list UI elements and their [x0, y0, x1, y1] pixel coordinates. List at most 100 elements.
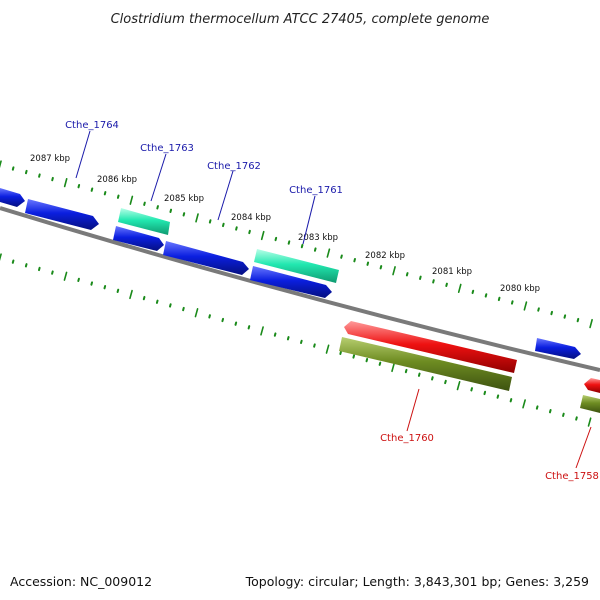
callout-line	[575, 426, 592, 469]
minor-tick	[313, 247, 317, 252]
major-tick	[391, 362, 395, 373]
minor-tick	[445, 282, 448, 287]
minor-tick	[378, 361, 382, 366]
minor-tick	[432, 279, 435, 284]
minor-tick	[352, 354, 356, 359]
gene-arrow-blue[interactable]	[535, 338, 581, 359]
minor-tick	[248, 229, 251, 235]
major-tick	[523, 301, 528, 311]
minor-tick	[77, 183, 81, 189]
minor-tick	[313, 343, 316, 348]
minor-tick	[273, 332, 277, 337]
gene-arrow-red[interactable]	[344, 321, 517, 373]
major-tick	[392, 266, 396, 276]
gene-label-cthe-1760[interactable]: Cthe_1760	[380, 433, 434, 444]
major-tick	[260, 326, 264, 336]
minor-tick	[563, 314, 567, 319]
callout-line	[406, 388, 420, 432]
minor-tick	[509, 398, 513, 403]
major-tick	[129, 289, 133, 300]
minor-tick	[339, 350, 342, 355]
minor-tick	[169, 208, 173, 213]
minor-tick	[340, 254, 343, 259]
minor-tick	[419, 275, 422, 280]
gene-label-cthe-1763[interactable]: Cthe_1763	[140, 143, 194, 154]
gene-arrow-blue[interactable]	[113, 226, 164, 251]
minor-tick	[103, 285, 107, 290]
minor-tick	[366, 261, 370, 266]
major-tick	[589, 318, 593, 329]
gene-arrow-blue[interactable]	[0, 188, 25, 207]
genome-summary-text: Topology: circular; Length: 3,843,301 bp…	[245, 574, 589, 589]
gene-label-cthe-1758[interactable]: Cthe_1758	[545, 471, 599, 482]
minor-tick	[287, 240, 291, 245]
scale-label-2084: 2084 kbp	[231, 213, 271, 223]
major-tick	[326, 248, 331, 258]
major-tick	[63, 177, 68, 188]
minor-tick	[116, 194, 120, 199]
minor-tick	[247, 325, 251, 330]
major-tick	[194, 308, 199, 318]
gene-label-cthe-1761[interactable]: Cthe_1761	[289, 185, 343, 196]
minor-tick	[77, 277, 80, 283]
major-tick	[457, 283, 462, 294]
major-tick	[587, 417, 592, 427]
minor-tick	[300, 339, 303, 345]
major-tick	[0, 253, 2, 261]
gene-label-cthe-1764[interactable]: Cthe_1764	[65, 120, 119, 131]
minor-tick	[484, 293, 488, 298]
callout-line	[302, 195, 316, 245]
gene-arrow-olive[interactable]	[580, 395, 600, 413]
major-tick	[260, 230, 265, 241]
scale-label-2086: 2086 kbp	[97, 175, 137, 185]
major-tick	[195, 213, 199, 223]
gene-arrow-blue[interactable]	[250, 266, 332, 298]
callout-line	[217, 170, 234, 221]
minor-tick	[548, 409, 552, 414]
map-title: Clostridium thermocellum ATCC 27405, com…	[111, 12, 490, 27]
minor-tick	[575, 416, 578, 421]
minor-tick	[235, 226, 238, 231]
minor-tick	[143, 201, 146, 206]
minor-tick	[562, 412, 565, 417]
major-tick	[325, 344, 330, 354]
minor-tick	[365, 357, 369, 363]
gene-arrow-blue[interactable]	[25, 199, 99, 230]
minor-tick	[155, 299, 159, 304]
gene-arrow-teal[interactable]	[254, 249, 339, 283]
forward-genes	[0, 188, 581, 359]
gene-arrow-red[interactable]	[584, 378, 600, 393]
minor-tick	[208, 219, 212, 224]
gene-arrow-blue[interactable]	[163, 241, 249, 275]
scale-label-2083: 2083 kbp	[298, 233, 338, 243]
minor-tick	[496, 394, 500, 399]
scale-label-2080: 2080 kbp	[500, 284, 540, 294]
minor-tick	[51, 176, 54, 182]
gene-label-cthe-1762[interactable]: Cthe_1762	[207, 161, 261, 172]
minor-tick	[537, 307, 540, 312]
gene-arrow-teal[interactable]	[118, 208, 170, 235]
minor-tick	[550, 310, 553, 316]
minor-tick	[37, 266, 41, 272]
outer-tick-track	[0, 160, 593, 329]
gene-arrow-olive[interactable]	[339, 337, 512, 391]
scale-label-2082: 2082 kbp	[365, 251, 405, 261]
minor-tick	[103, 191, 107, 196]
scale-label-2087: 2087 kbp	[30, 154, 70, 164]
minor-tick	[24, 169, 28, 175]
minor-tick	[274, 236, 278, 242]
scale-label-2085: 2085 kbp	[164, 194, 204, 204]
minor-tick	[404, 368, 408, 374]
minor-tick	[234, 321, 238, 326]
minor-tick	[51, 270, 54, 275]
minor-tick	[11, 259, 15, 264]
minor-tick	[300, 243, 304, 249]
minor-tick	[169, 303, 172, 308]
minor-tick	[510, 300, 514, 305]
accession-text: Accession: NC_009012	[10, 574, 152, 589]
minor-tick	[471, 289, 475, 295]
minor-tick	[353, 258, 356, 263]
reverse-genes	[339, 321, 600, 413]
minor-tick	[156, 205, 159, 210]
